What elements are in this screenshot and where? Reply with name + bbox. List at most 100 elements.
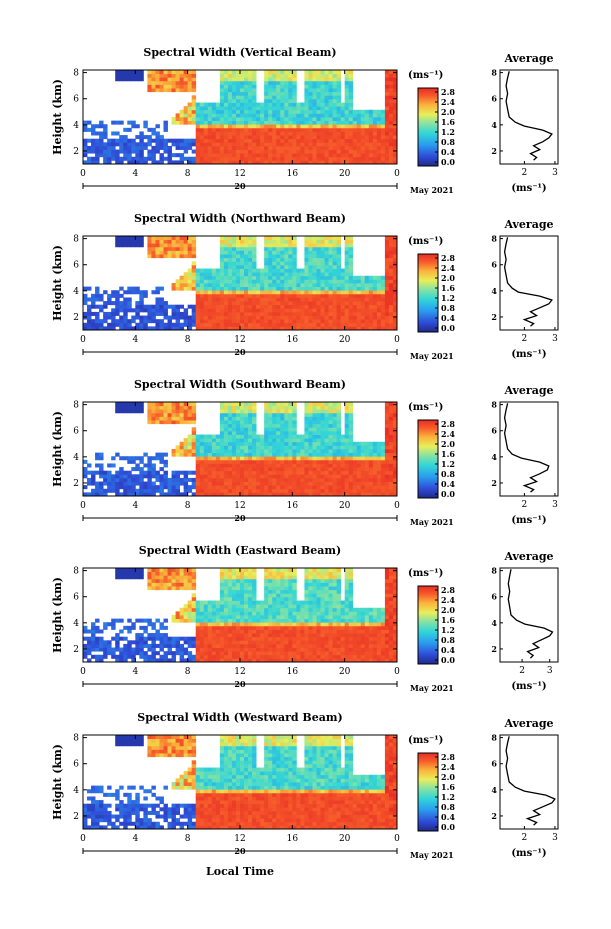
heatmap-cell: [328, 427, 333, 432]
heatmap-cell: [296, 304, 301, 309]
heatmap-cell: [320, 88, 325, 93]
heatmap-cell: [219, 286, 225, 291]
heatmap-cell: [175, 492, 181, 497]
heatmap-cell: [240, 463, 245, 468]
heatmap-cells: [83, 402, 398, 497]
heatmap-cell: [284, 304, 289, 309]
heatmap-cell: [284, 88, 289, 93]
heatmap-cell: [159, 402, 164, 407]
heatmap-cell: [119, 239, 124, 244]
heatmap-cell: [223, 239, 229, 244]
heatmap-cell: [235, 120, 241, 125]
heatmap-cell: [328, 488, 333, 493]
heatmap-cell: [191, 286, 197, 291]
heatmap-cell: [155, 326, 160, 331]
heatmap-cell: [231, 257, 237, 262]
heatmap-cell: [276, 153, 281, 158]
heatmap-cell: [364, 488, 370, 493]
heatmap-cell: [227, 477, 233, 482]
heatmap-cell: [127, 308, 132, 313]
heatmap-cell: [288, 293, 293, 298]
heatmap-cell: [272, 275, 277, 280]
heatmap-cell: [143, 485, 148, 490]
heatmap-cell: [360, 160, 366, 165]
heatmap-cell: [344, 481, 350, 486]
heatmap-cell: [272, 138, 277, 143]
y-tick-label: 4: [73, 121, 79, 131]
heatmap-cell: [252, 73, 257, 78]
heatmap-cell: [171, 308, 176, 313]
heatmap-cell: [288, 91, 293, 96]
heatmap-cell: [296, 142, 301, 147]
heatmap-cell: [231, 109, 237, 114]
heatmap-cell: [199, 647, 205, 652]
heatmap-cell: [264, 416, 269, 421]
heatmap-cell: [163, 243, 168, 248]
heatmap-cell: [223, 423, 229, 428]
heatmap-cell: [352, 135, 358, 140]
heatmap-cell: [227, 467, 233, 472]
heatmap-cell: [260, 117, 265, 122]
heatmap-cell: [179, 578, 185, 583]
heatmap-cell: [292, 326, 297, 331]
heatmap-cell: [235, 250, 241, 255]
heatmap-cell: [280, 264, 285, 269]
heatmap-cell: [380, 127, 386, 132]
heatmap-cell: [388, 492, 394, 497]
heatmap-cell: [300, 102, 305, 107]
heatmap-cell: [219, 463, 225, 468]
heatmap-cell: [183, 575, 189, 580]
heatmap-cell: [360, 452, 366, 457]
heatmap-cell: [388, 459, 394, 464]
heatmap-cell: [376, 142, 382, 147]
heatmap-cell: [376, 477, 382, 482]
heatmap-cell: [304, 488, 309, 493]
heatmap-cell: [235, 438, 241, 443]
heatmap-cell: [215, 149, 221, 154]
heatmap-cell: [187, 77, 193, 82]
heatmap-cell: [87, 297, 92, 302]
heatmap-cell: [99, 456, 104, 461]
heatmap-cell: [332, 311, 338, 316]
heatmap-cell: [304, 412, 309, 417]
heatmap-cell: [191, 568, 197, 573]
heatmap-cell: [348, 80, 354, 85]
heatmap-cell: [248, 124, 253, 129]
heatmap-cell: [384, 145, 390, 150]
heatmap-cell: [304, 434, 309, 439]
heatmap-cell: [207, 474, 213, 479]
heatmap-cell: [139, 297, 144, 302]
heatmap-cell: [248, 322, 253, 327]
heatmap-cell: [151, 304, 156, 309]
heatmap-cell: [223, 142, 229, 147]
heatmap-cell: [340, 290, 346, 295]
heatmap-cell: [280, 441, 285, 446]
heatmap-cell: [284, 290, 289, 295]
heatmap-cell: [356, 131, 362, 136]
heatmap-cell: [223, 485, 229, 490]
heatmap-cell: [308, 405, 313, 410]
heatmap-cell: [344, 485, 350, 490]
heatmap-cell: [199, 651, 205, 656]
heatmap-cell: [139, 651, 144, 656]
heatmap-cell: [203, 485, 209, 490]
heatmap-cell: [292, 77, 297, 82]
heatmap-cell: [288, 470, 293, 475]
heatmap-cell: [336, 474, 342, 479]
heatmap-cell: [352, 145, 358, 150]
heatmap-cell: [199, 106, 205, 111]
heatmap-cell: [324, 430, 329, 435]
heatmap-cell: [336, 463, 342, 468]
heatmap-cell: [380, 481, 386, 486]
heatmap-cell: [227, 131, 233, 136]
heatmap-cell: [272, 102, 277, 107]
heatmap-cell: [252, 481, 257, 486]
heatmap-cell: [195, 477, 201, 482]
heatmap-cell: [171, 326, 176, 331]
heatmap-cell: [364, 293, 370, 298]
heatmap-cell: [215, 456, 221, 461]
heatmap-cell: [103, 149, 108, 154]
heatmap-cell: [175, 405, 181, 410]
heatmap-cell: [163, 142, 168, 147]
heatmap-cell: [324, 279, 329, 284]
